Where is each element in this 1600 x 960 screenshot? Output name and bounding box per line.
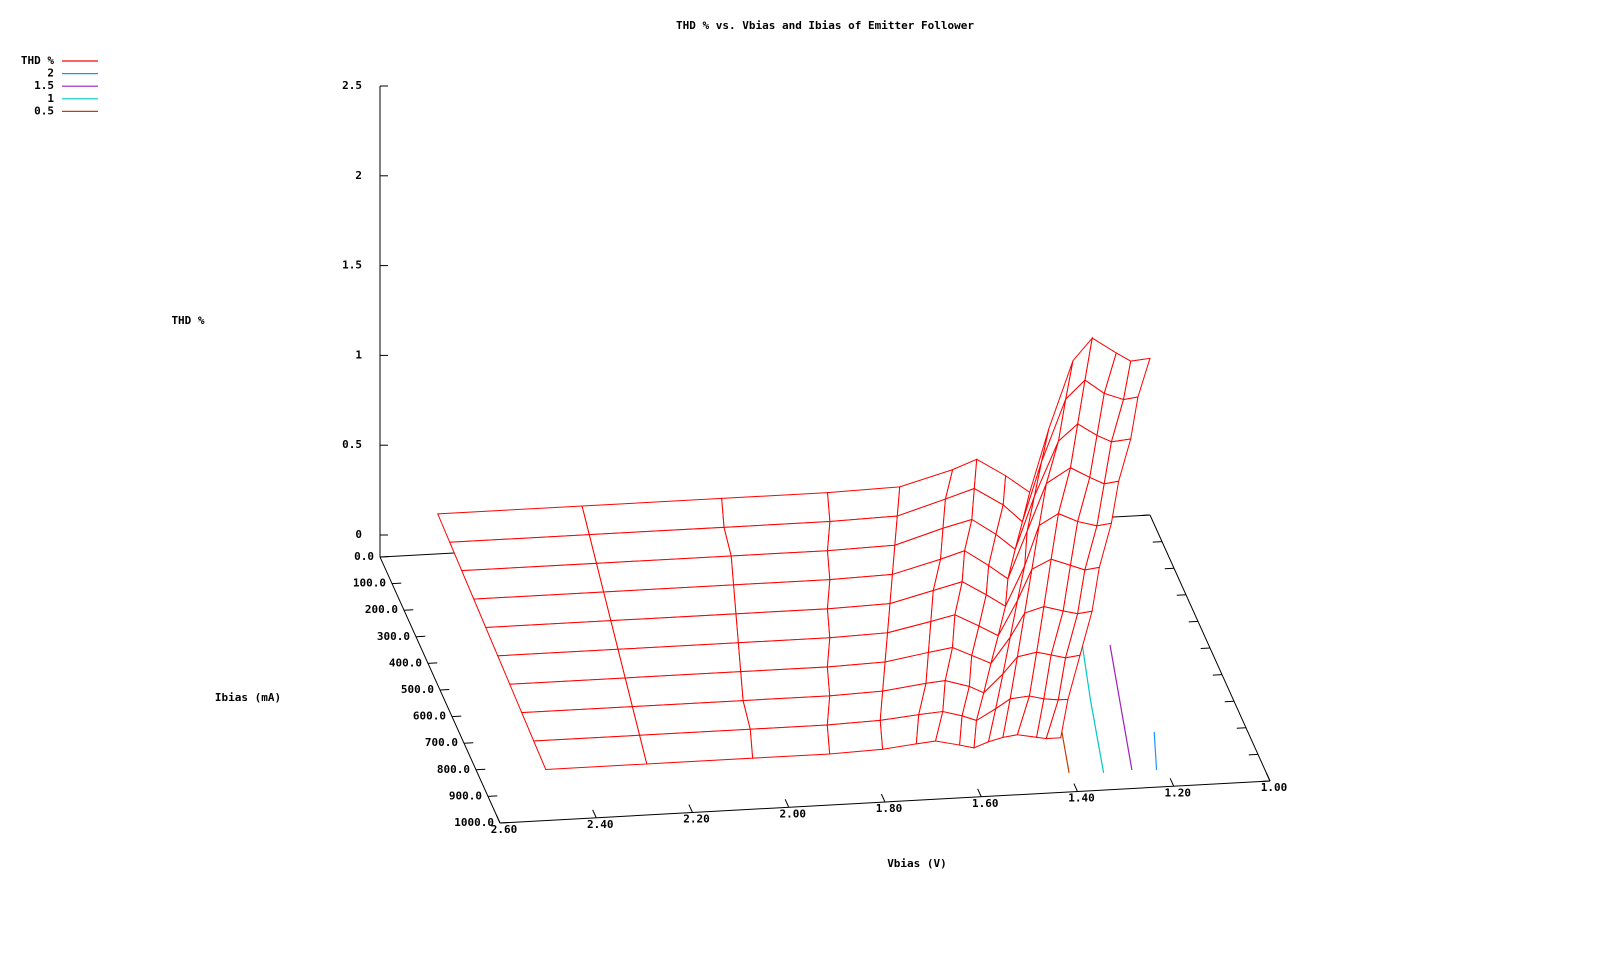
legend-label: 0.5 [34, 104, 54, 117]
surface-cell [826, 690, 884, 726]
x-tick [1169, 778, 1175, 787]
x-tick-label: 1.80 [876, 802, 903, 815]
x-tick [495, 814, 501, 824]
contour-line [1080, 634, 1105, 774]
y-tick [403, 609, 414, 611]
y-tick-label: 100.0 [353, 577, 386, 590]
y-tick-label: 1000.0 [454, 816, 494, 829]
y-axis-label: Ibias (mA) [215, 691, 281, 704]
z-tick-label: 1 [355, 348, 362, 361]
surface-cell [749, 724, 831, 759]
y-tick [391, 582, 402, 585]
z-axis-label: THD % [171, 314, 204, 327]
legend-label: 1.5 [34, 79, 54, 92]
y-tick [499, 821, 510, 824]
y-tick [1164, 567, 1175, 570]
surface-cell [723, 521, 831, 557]
y-tick-label: 700.0 [425, 736, 458, 749]
y-tick [1212, 674, 1223, 676]
x-tick [688, 804, 693, 813]
x-tick [1073, 783, 1078, 792]
surface-cell [733, 579, 831, 615]
legend-label: 2 [47, 67, 54, 80]
z-tick-label: 0.5 [342, 438, 362, 451]
x-tick-label: 1.60 [972, 797, 999, 810]
y-tick-label: 900.0 [449, 789, 482, 802]
legend-label: 1 [47, 92, 54, 105]
y-tick [427, 662, 438, 664]
surface-cell [826, 661, 886, 697]
surface-cell [737, 637, 831, 673]
surface-cell [533, 734, 648, 770]
y-tick [1200, 647, 1211, 650]
y-tick-label: 200.0 [365, 603, 398, 616]
x-tick-label: 2.60 [491, 823, 518, 836]
x-tick [592, 809, 597, 818]
y-tick [463, 742, 474, 744]
x-tick [880, 793, 886, 803]
surface-cell [826, 632, 889, 668]
surface-cell [638, 728, 754, 765]
surface-cell [826, 719, 884, 755]
y-tick [1248, 753, 1259, 756]
surface-cell [1045, 698, 1069, 740]
x-tick-label: 1.20 [1165, 786, 1192, 799]
x-axis-label: Vbias (V) [887, 857, 947, 870]
surface-cell [730, 550, 831, 586]
y-tick [451, 715, 462, 718]
surface-cell [826, 603, 891, 639]
y-tick [1188, 620, 1199, 623]
z-tick-label: 1.5 [342, 259, 362, 272]
y-tick [487, 795, 498, 797]
y-tick [415, 635, 426, 638]
contour-line [1109, 644, 1133, 771]
x-tick-label: 1.40 [1068, 792, 1095, 805]
surface-cell [826, 544, 896, 581]
surface-cell [879, 714, 920, 750]
contour-line [1153, 731, 1158, 771]
x-tick-label: 2.40 [587, 818, 614, 831]
legend-label: THD % [21, 54, 54, 67]
y-tick [439, 688, 450, 691]
y-tick [475, 768, 486, 771]
y-tick-label: 600.0 [413, 710, 446, 723]
surface-cell [959, 715, 978, 749]
y-tick-label: 500.0 [401, 683, 434, 696]
y-tick [1176, 594, 1187, 596]
y-tick [1140, 514, 1151, 517]
y-tick [1224, 700, 1235, 703]
x-tick-label: 2.20 [683, 813, 710, 826]
x-tick [977, 788, 982, 797]
z-tick-label: 0 [355, 528, 362, 541]
surface-cell [735, 608, 831, 644]
y-tick [379, 555, 390, 558]
y-tick-label: 300.0 [377, 630, 410, 643]
chart-title: THD % vs. Vbias and Ibias of Emitter Fol… [676, 19, 974, 32]
z-tick-label: 2 [355, 169, 362, 182]
surface-cell [740, 666, 831, 702]
z-tick-label: 2.5 [342, 79, 362, 92]
x-tick [784, 799, 790, 808]
surface-cell [826, 573, 893, 610]
y-tick-label: 400.0 [389, 656, 422, 669]
y-tick-label: 800.0 [437, 763, 470, 776]
surface-cell [742, 695, 831, 730]
y-tick [1236, 727, 1247, 729]
x-tick [1265, 772, 1271, 782]
y-tick-label: 0.0 [354, 550, 374, 563]
y-tick [1152, 541, 1163, 543]
x-tick-label: 2.00 [780, 807, 807, 820]
x-tick-label: 1.00 [1261, 781, 1288, 794]
y-tick [1260, 780, 1271, 783]
